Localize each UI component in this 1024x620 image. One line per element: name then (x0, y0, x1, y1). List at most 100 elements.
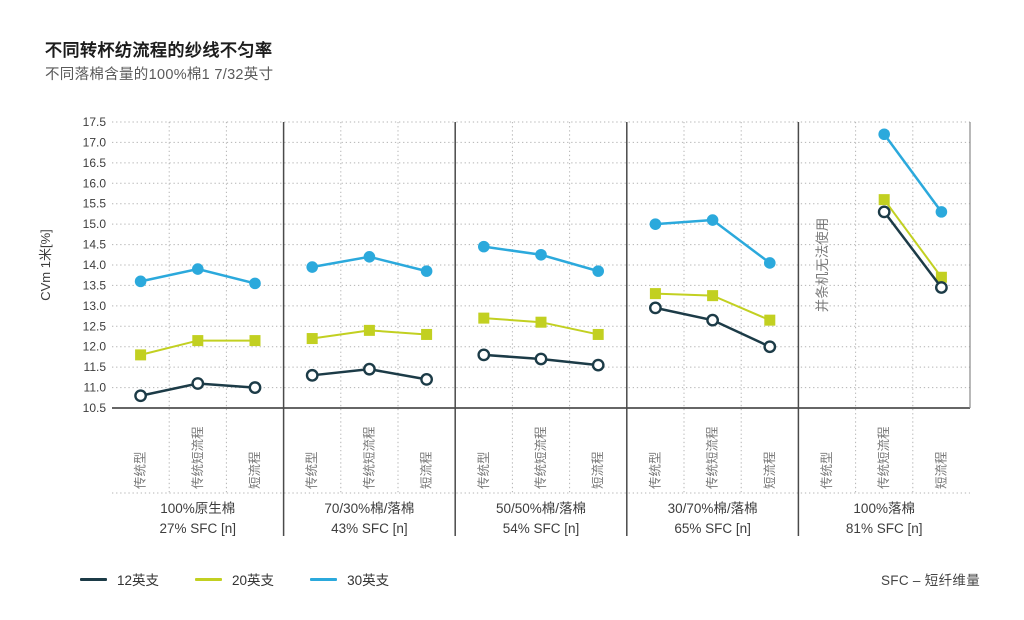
series-line-30英支 (655, 218, 771, 264)
y-axis-tick-label: 13.5 (83, 278, 107, 292)
category-label: 传统短流程 (190, 426, 205, 489)
data-point-20英支 (478, 312, 490, 324)
y-axis-tick-label: 15.0 (83, 217, 107, 231)
data-point-30英支 (878, 128, 890, 141)
category-label: 短流程 (933, 451, 948, 489)
chart-subtitle: 不同落棉含量的100%棉1 7/32英寸 (45, 67, 274, 83)
y-axis-tick-label: 14.5 (83, 238, 107, 252)
category-label: 传统短流程 (533, 426, 548, 489)
y-axis-tick-label: 17.0 (83, 135, 107, 149)
panel-label: 100%原生棉 (160, 501, 235, 516)
category-label: 短流程 (419, 451, 434, 489)
data-point-30英支 (649, 218, 662, 230)
panel-label: 50/50%棉/落棉 (496, 501, 586, 516)
data-point-12英支 (706, 313, 719, 327)
y-axis-tick-label: 12.0 (83, 340, 107, 354)
data-point-20英支 (535, 316, 547, 328)
category-label: 传统短流程 (876, 426, 891, 489)
panel-sublabel: 27% SFC [n] (160, 521, 237, 536)
category-label: 传统短流程 (705, 426, 720, 489)
data-point-20英支 (707, 290, 719, 302)
y-axis-tick-label: 11.0 (84, 381, 107, 395)
series-line-20英支 (883, 199, 943, 278)
data-point-12英支 (935, 281, 948, 294)
data-point-20英支 (764, 314, 776, 326)
data-point-12英支 (248, 381, 262, 394)
data-point-12英支 (877, 205, 891, 219)
data-point-30英支 (420, 265, 433, 277)
y-axis-tick-label: 14.0 (83, 258, 107, 272)
category-label: 传统型 (304, 451, 319, 489)
category-label: 短流程 (590, 451, 605, 489)
category-label: 传统型 (133, 451, 148, 489)
chart-legend: 12英支 20英支 30英支 (80, 569, 389, 589)
data-point-12英支 (534, 352, 548, 366)
legend-item-20英支: 20英支 (195, 569, 274, 589)
category-label: 传统型 (476, 451, 491, 489)
data-point-30英支 (535, 248, 547, 261)
data-point-12英支 (134, 389, 148, 403)
legend-swatch (310, 577, 338, 581)
y-axis-tick-label: 11.5 (84, 360, 107, 374)
legend-label: 30英支 (347, 573, 390, 588)
category-label: 传统型 (647, 451, 662, 489)
y-axis-title: CVm 1米[%] (38, 229, 53, 301)
data-point-20英支 (935, 271, 947, 283)
legend-label: 20英支 (232, 573, 275, 588)
data-point-30英支 (249, 277, 261, 290)
data-point-30英支 (764, 257, 776, 269)
sfc-footnote: SFC – 短纤维量 (880, 573, 980, 588)
panel-label: 100%落棉 (853, 501, 915, 516)
data-point-30英支 (134, 275, 147, 288)
panel-label: 30/70%棉/落棉 (668, 501, 758, 516)
data-point-12英支 (305, 368, 319, 382)
data-point-20英支 (649, 288, 661, 300)
series-line-12英支 (883, 211, 943, 289)
annotation-no-drawframe: 并条机无法使用 (814, 218, 830, 313)
data-point-12英支 (191, 377, 205, 390)
y-axis-tick-label: 16.0 (83, 176, 107, 190)
category-label: 传统型 (819, 451, 834, 489)
legend-item-30英支: 30英支 (310, 569, 389, 589)
series-line-30英支 (883, 133, 943, 213)
y-axis-tick-label: 17.5 (83, 115, 107, 129)
data-point-20英支 (878, 194, 890, 206)
category-label: 短流程 (762, 451, 777, 489)
panel-sublabel: 81% SFC [n] (846, 521, 923, 536)
y-axis-tick-label: 13.0 (83, 299, 107, 313)
data-point-12英支 (763, 340, 777, 354)
data-point-30英支 (192, 263, 204, 275)
panel-label: 70/30%棉/落棉 (324, 501, 414, 516)
chart-title: 不同转杯纺流程的纱线不匀率 (45, 41, 273, 60)
data-point-20英支 (363, 324, 375, 336)
data-point-20英支 (192, 335, 204, 347)
data-point-30英支 (306, 261, 319, 273)
y-axis-tick-label: 10.5 (83, 401, 107, 415)
category-label: 短流程 (247, 451, 262, 489)
data-point-30英支 (592, 265, 604, 277)
data-point-20英支 (135, 349, 147, 361)
data-point-12英支 (649, 301, 662, 315)
data-point-30英支 (706, 214, 719, 226)
y-axis-tick-label: 16.5 (83, 156, 107, 170)
panel-sublabel: 43% SFC [n] (331, 521, 408, 536)
data-point-20英支 (306, 333, 318, 345)
legend-swatch (195, 577, 223, 581)
panel-sublabel: 54% SFC [n] (503, 521, 580, 536)
data-point-20英支 (421, 328, 433, 340)
y-axis-tick-label: 12.5 (83, 319, 107, 333)
data-point-20英支 (592, 328, 604, 340)
data-point-12英支 (420, 372, 433, 386)
data-point-12英支 (362, 362, 376, 376)
legend-swatch (80, 577, 107, 581)
data-point-12英支 (477, 348, 491, 362)
legend-label: 12英支 (117, 573, 160, 588)
y-axis-tick-label: 15.5 (83, 197, 107, 211)
panel-sublabel: 65% SFC [n] (674, 521, 751, 536)
data-point-30英支 (363, 251, 376, 263)
category-label: 传统短流程 (361, 426, 376, 489)
data-point-30英支 (478, 240, 490, 253)
data-point-20英支 (249, 335, 261, 347)
